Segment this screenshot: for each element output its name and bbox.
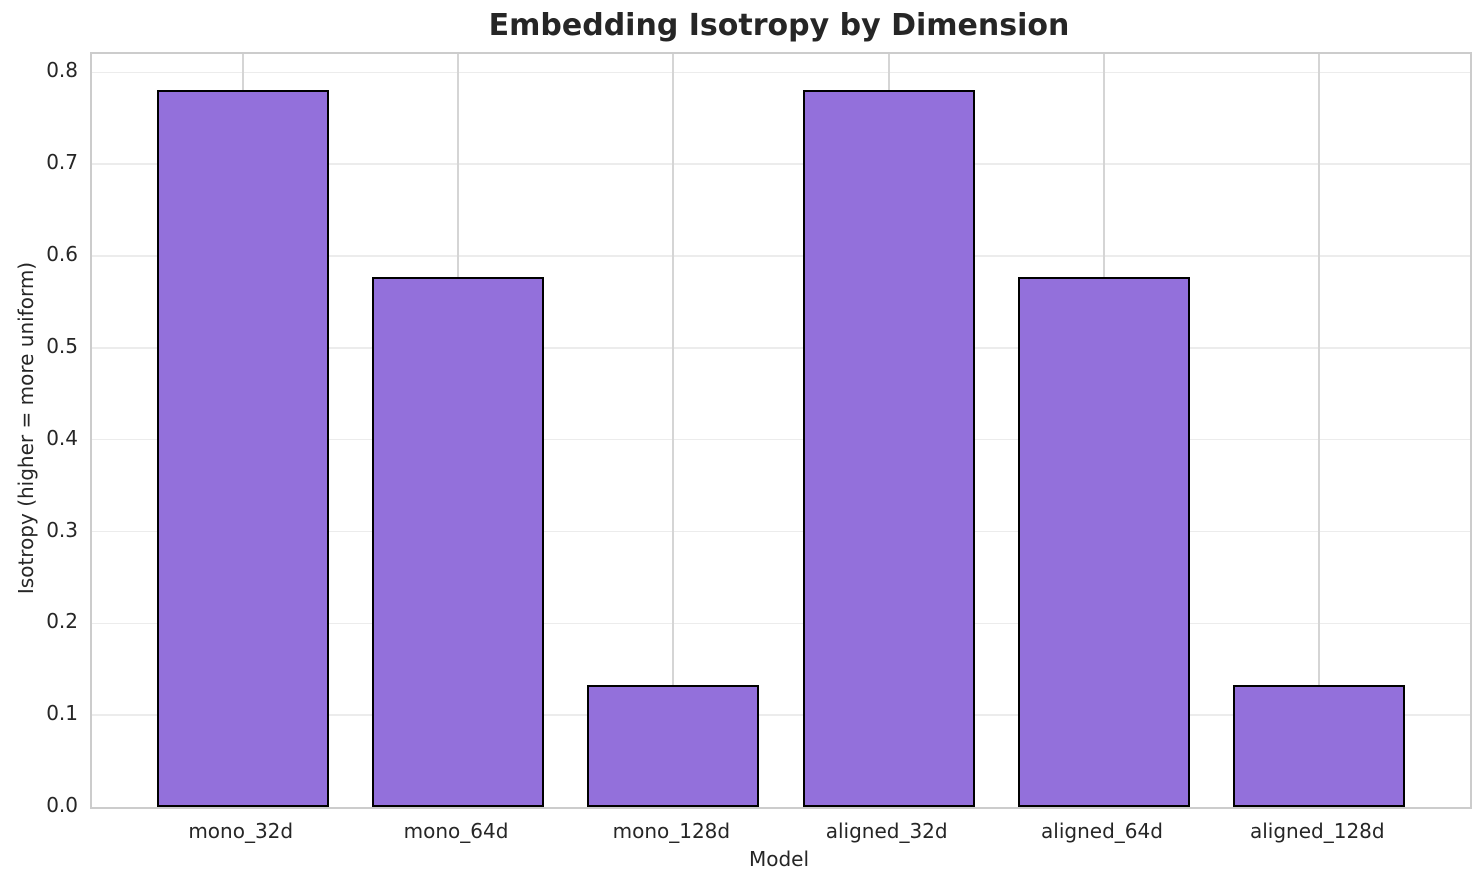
plot-area [90, 52, 1472, 809]
y-tick-label: 0.1 [46, 701, 78, 726]
gridline-y [92, 714, 1470, 716]
chart-title: Embedding Isotropy by Dimension [488, 8, 1070, 43]
x-tick-label: mono_128d [612, 819, 731, 843]
x-tick-label: aligned_128d [1249, 819, 1385, 843]
bar-mono_64d [371, 277, 545, 807]
bar-aligned_64d [1017, 277, 1191, 807]
y-tick-label: 0.6 [46, 242, 78, 267]
y-tick-label: 0.4 [46, 425, 78, 450]
y-tick-label: 0.3 [46, 517, 78, 542]
gridline-x [1318, 54, 1321, 807]
bar-mono_32d [156, 89, 329, 807]
bar-aligned_128d [1233, 684, 1406, 807]
y-tick-label: 0.0 [46, 793, 78, 817]
y-tick-label: 0.7 [46, 150, 78, 175]
gridline-y [92, 255, 1470, 257]
x-tick-label: aligned_32d [825, 819, 948, 843]
x-axis-label: Model [748, 847, 810, 871]
bar-aligned_32d [802, 89, 975, 807]
gridline-y [92, 347, 1470, 349]
gridline-y [92, 530, 1470, 533]
x-tick-label: mono_64d [403, 819, 509, 843]
gridline-y [92, 71, 1470, 74]
gridline-y [92, 438, 1470, 441]
gridline-x [672, 54, 675, 807]
gridline-y [92, 163, 1470, 165]
gridline-y [92, 622, 1470, 625]
y-tick-label: 0.5 [46, 333, 78, 358]
bar-mono_128d [587, 684, 760, 807]
x-tick-label: mono_32d [188, 819, 294, 843]
y-tick-label: 0.2 [46, 609, 78, 634]
y-tick-label: 0.8 [46, 58, 78, 83]
x-tick-label: aligned_64d [1041, 819, 1163, 843]
